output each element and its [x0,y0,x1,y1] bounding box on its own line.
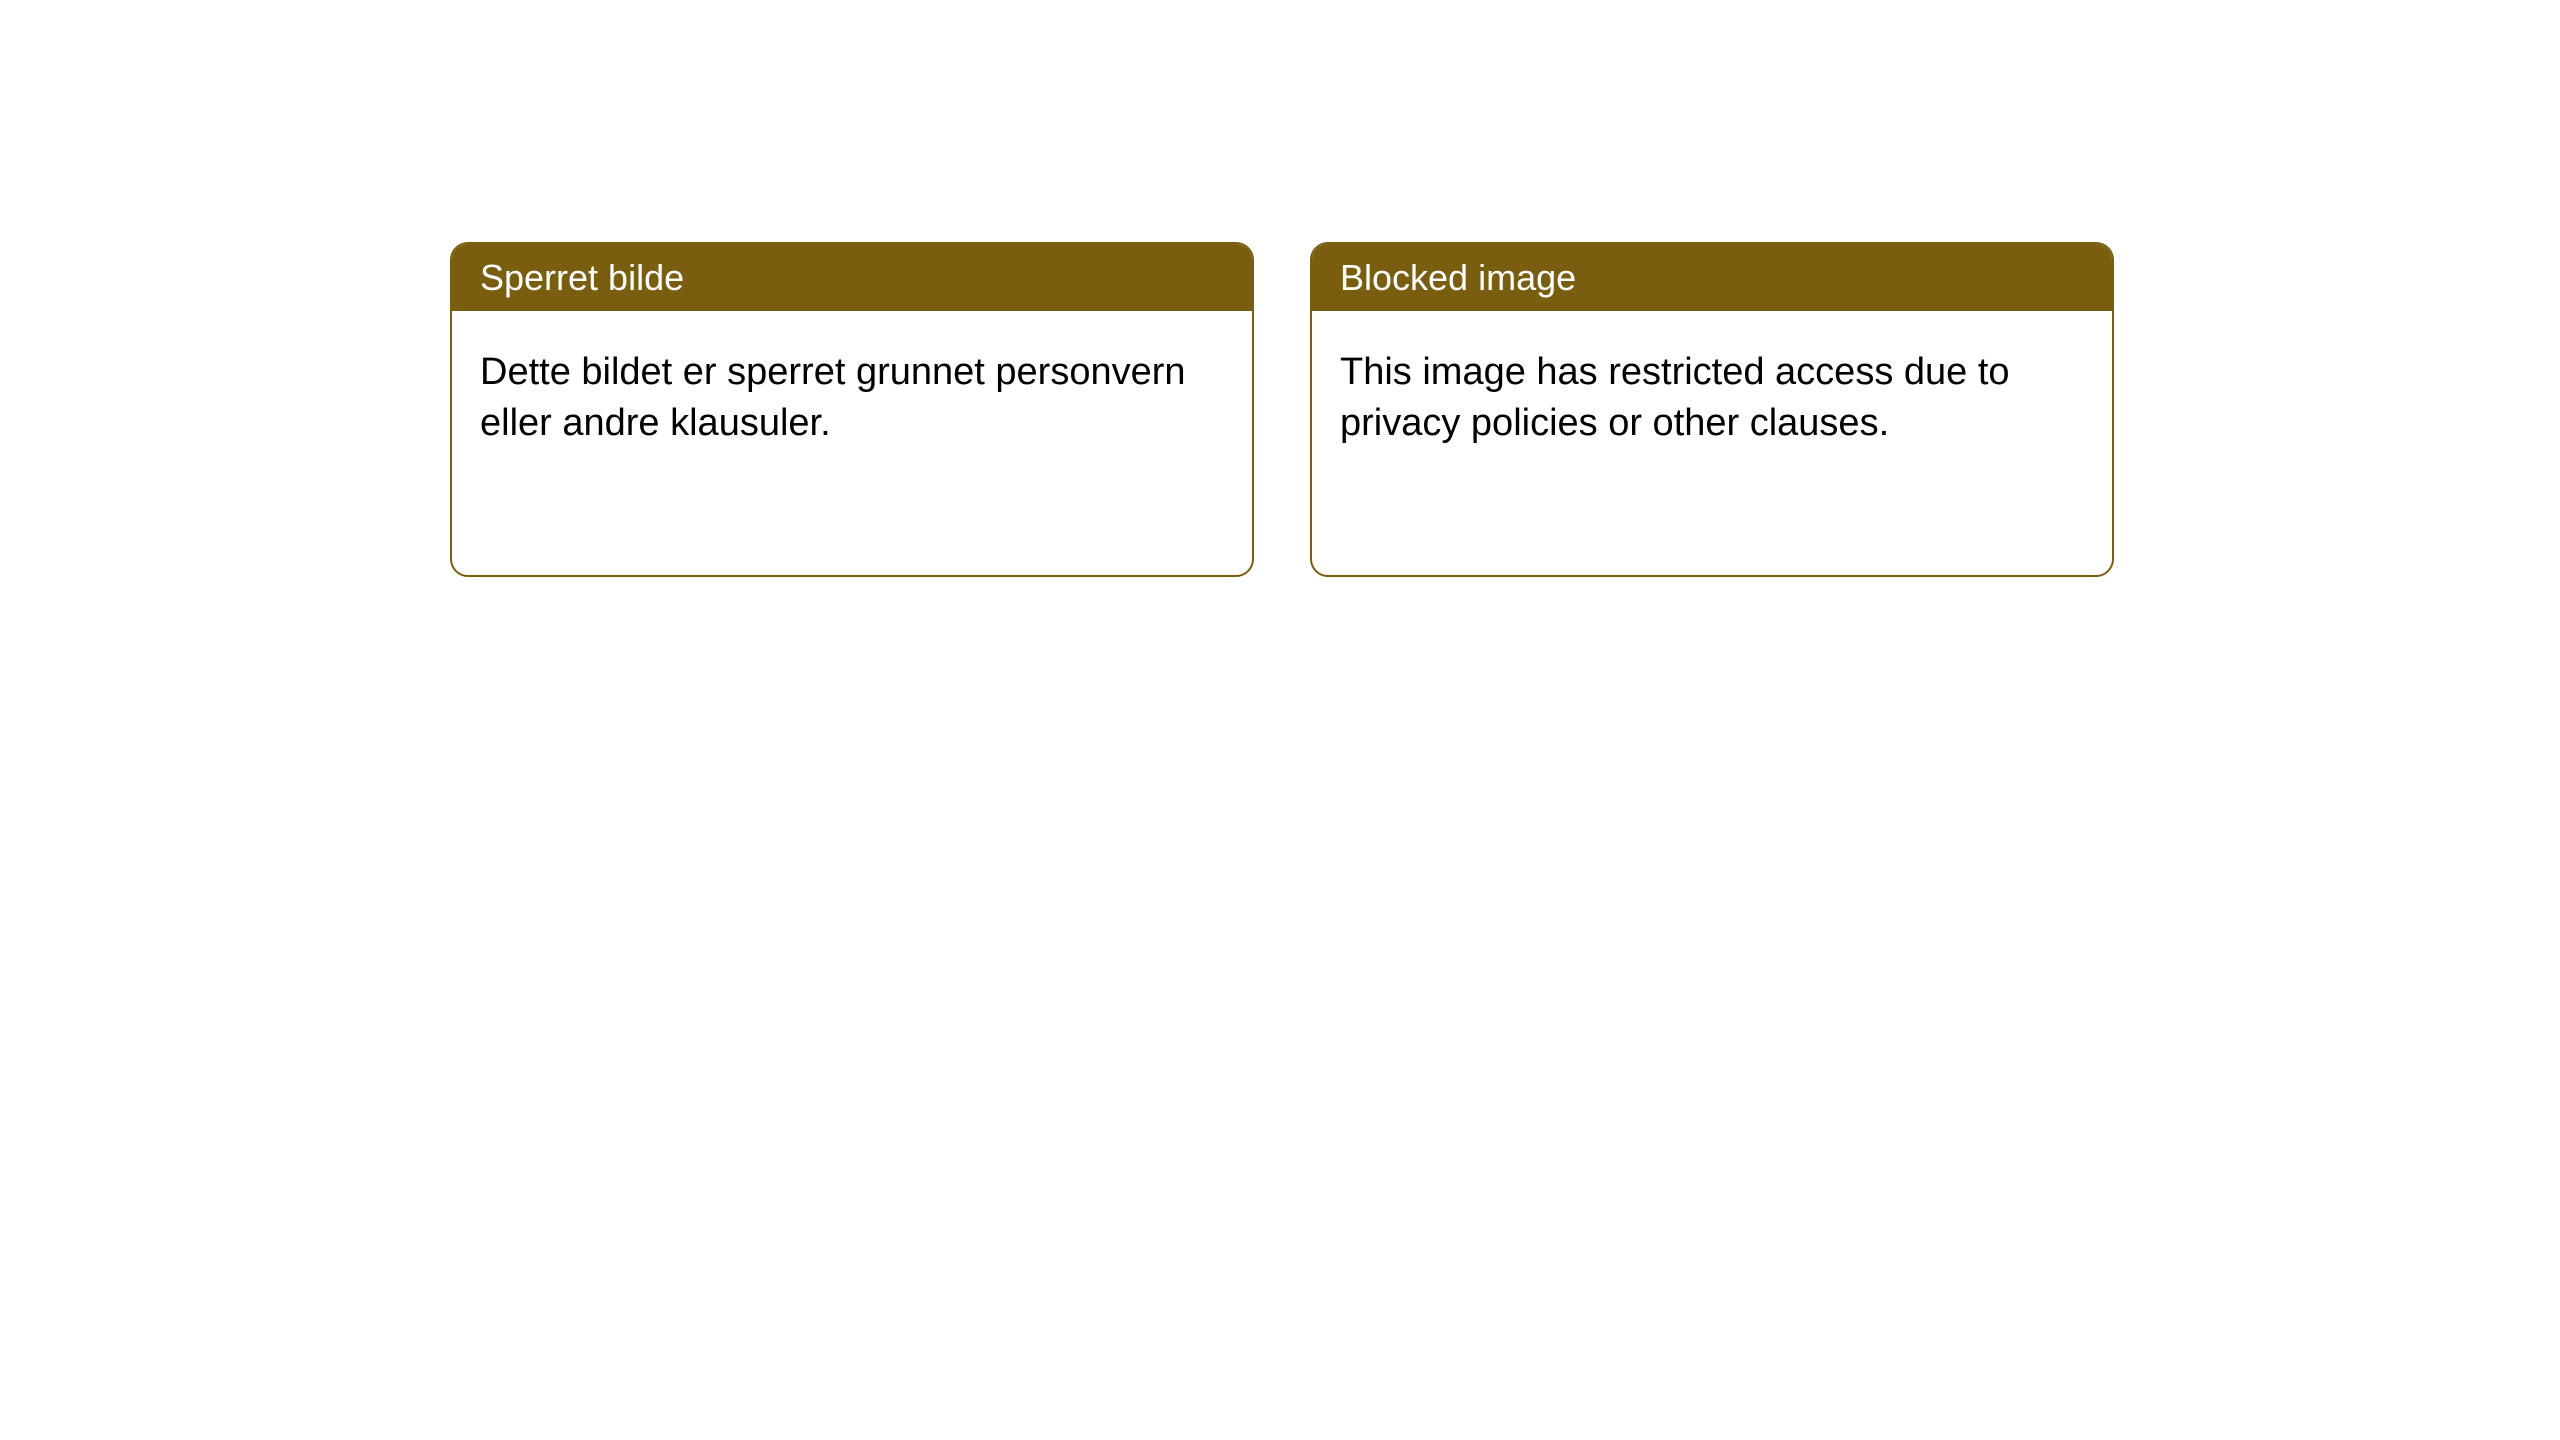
notice-body-norwegian: Dette bildet er sperret grunnet personve… [452,311,1252,486]
notice-container: Sperret bilde Dette bildet er sperret gr… [0,0,2560,577]
notice-header-norwegian: Sperret bilde [452,244,1252,311]
notice-box-english: Blocked image This image has restricted … [1310,242,2114,577]
notice-body-english: This image has restricted access due to … [1312,311,2112,486]
notice-header-english: Blocked image [1312,244,2112,311]
notice-box-norwegian: Sperret bilde Dette bildet er sperret gr… [450,242,1254,577]
